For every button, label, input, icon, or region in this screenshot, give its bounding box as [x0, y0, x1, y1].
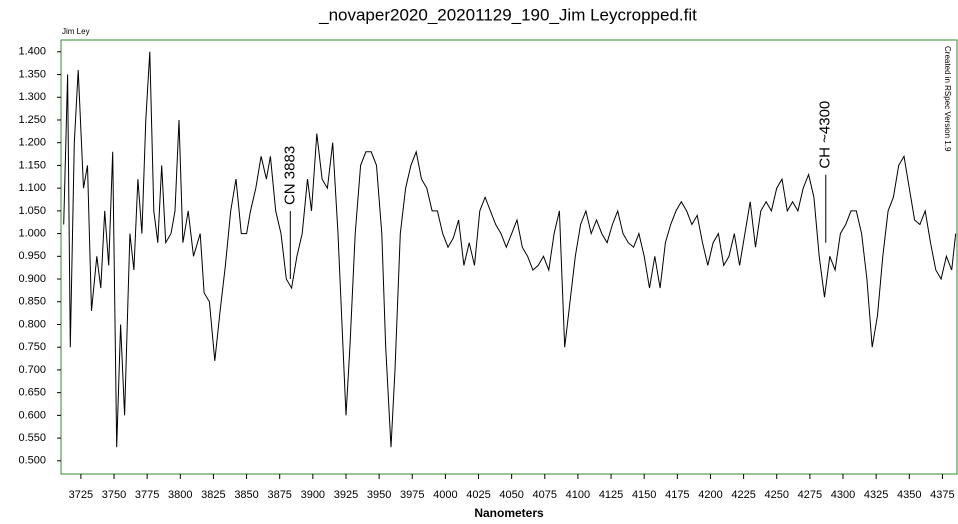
y-tick-label: 0.750: [18, 341, 46, 353]
y-tick-label: 0.950: [18, 250, 46, 262]
x-tick-label: 4175: [665, 489, 689, 501]
x-tick-label: 4200: [698, 489, 722, 501]
author-label: Jim Ley: [62, 27, 90, 36]
x-tick-label: 4125: [599, 489, 623, 501]
y-tick-label: 1.050: [18, 205, 46, 217]
x-tick-label: 4075: [533, 489, 557, 501]
y-tick-label: 0.550: [18, 432, 46, 444]
x-tick-label: 3975: [400, 489, 424, 501]
y-tick-label: 1.250: [18, 114, 46, 126]
y-tick-label: 0.850: [18, 296, 46, 308]
y-tick-label: 0.800: [18, 318, 46, 330]
y-tick-label: 0.650: [18, 387, 46, 399]
y-tick-label: 0.900: [18, 273, 46, 285]
x-tick-label: 4350: [897, 489, 921, 501]
x-tick-label: 4000: [433, 489, 457, 501]
y-tick-label: 1.400: [18, 46, 46, 58]
y-tick-label: 1.150: [18, 159, 46, 171]
x-tick-label: 3850: [234, 489, 258, 501]
y-tick-label: 1.300: [18, 91, 46, 103]
chart-title: _novaper2020_20201129_190_Jim Leycropped…: [318, 5, 697, 24]
plot-frame: [60, 39, 958, 475]
x-tick-label: 4150: [632, 489, 656, 501]
x-tick-label: 3800: [168, 489, 192, 501]
y-tick-label: 1.350: [18, 68, 46, 80]
x-tick-label: 3775: [135, 489, 159, 501]
x-axis-label: Nanometers: [474, 506, 544, 520]
x-tick-label: 4375: [930, 489, 954, 501]
x-tick-label: 4225: [731, 489, 755, 501]
y-tick-label: 1.200: [18, 137, 46, 149]
side-note: Created in RSpec Version 1.9: [943, 46, 952, 152]
x-tick-label: 3875: [267, 489, 291, 501]
x-tick-label: 3925: [334, 489, 358, 501]
x-tick-label: 4100: [566, 489, 590, 501]
x-tick-label: 4325: [864, 489, 888, 501]
y-tick-label: 1.100: [18, 182, 46, 194]
x-tick-label: 3725: [69, 489, 93, 501]
spectrum-line: [63, 51, 957, 448]
x-tick-label: 3750: [102, 489, 126, 501]
x-tick-label: 4025: [466, 489, 490, 501]
y-tick-label: 1.000: [18, 228, 46, 240]
x-tick-label: 4275: [798, 489, 822, 501]
x-tick-label: 3825: [201, 489, 225, 501]
x-tick-label: 3900: [301, 489, 325, 501]
annotation-label: CN 3883: [281, 146, 298, 205]
y-tick-label: 0.700: [18, 364, 46, 376]
x-tick-label: 4250: [764, 489, 788, 501]
y-tick-label: 0.600: [18, 409, 46, 421]
x-tick-label: 4050: [499, 489, 523, 501]
x-tick-label: 3950: [367, 489, 391, 501]
annotation-label: CH ~4300: [817, 101, 834, 169]
x-tick-label: 4300: [831, 489, 855, 501]
y-tick-label: 0.500: [18, 455, 46, 467]
